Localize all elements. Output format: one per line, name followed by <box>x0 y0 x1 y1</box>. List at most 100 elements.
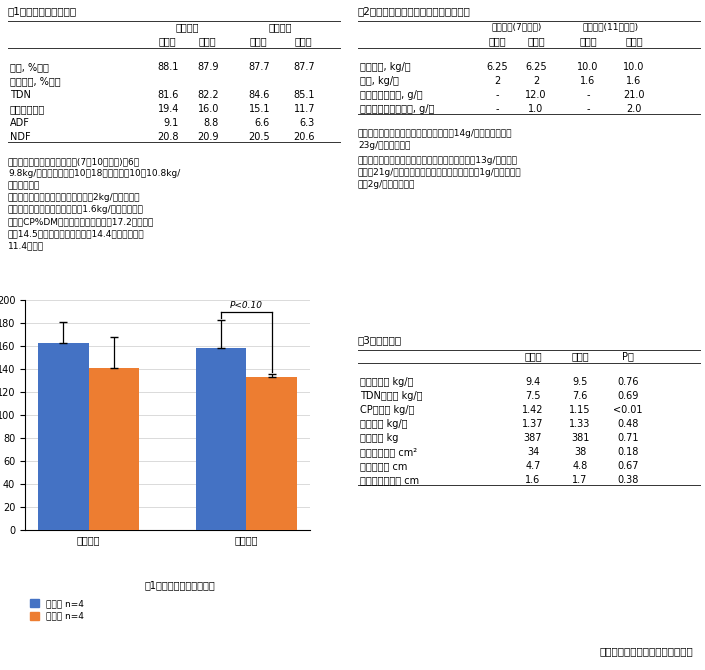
Text: 4.7: 4.7 <box>525 461 541 471</box>
Text: -: - <box>495 90 498 100</box>
Text: 0.76: 0.76 <box>618 377 639 387</box>
Text: -: - <box>587 90 590 100</box>
Text: 84.6: 84.6 <box>249 90 270 100</box>
Text: 34: 34 <box>527 447 539 457</box>
Text: 6.25: 6.25 <box>486 62 508 72</box>
Text: 7.6: 7.6 <box>572 391 588 401</box>
Text: 日を給与する: 日を給与する <box>8 181 40 190</box>
Text: 6.25: 6.25 <box>525 62 547 72</box>
Text: 88.1: 88.1 <box>158 62 179 72</box>
Bar <box>89 368 139 530</box>
Text: 試験区: 試験区 <box>625 36 643 46</box>
Text: バイパスメチオニン, g/日: バイパスメチオニン, g/日 <box>360 104 434 114</box>
Text: 9.1: 9.1 <box>164 118 179 128</box>
Text: 2: 2 <box>494 76 500 86</box>
Text: 6.6: 6.6 <box>255 118 270 128</box>
Text: 0.18: 0.18 <box>618 447 639 457</box>
Text: 0.67: 0.67 <box>618 461 639 471</box>
Text: 81.6: 81.6 <box>158 90 179 100</box>
Text: 85.1: 85.1 <box>293 90 315 100</box>
Text: 表3　肥育成績: 表3 肥育成績 <box>358 335 402 345</box>
Text: 図1　ふん尿窒素排せつ量: 図1 ふん尿窒素排せつ量 <box>145 581 216 590</box>
Text: 表1　配合飼料の成分例: 表1 配合飼料の成分例 <box>8 6 77 16</box>
Text: 期にオーチャードグラス乾草を1.6kg/日を給与する: 期にオーチャードグラス乾草を1.6kg/日を給与する <box>8 205 144 214</box>
Text: 乾物, %原物: 乾物, %原物 <box>10 62 49 72</box>
Text: 全飼料CP%DMは対照区で肥育前期に17.2、肥育後: 全飼料CP%DMは対照区で肥育前期に17.2、肥育後 <box>8 217 154 226</box>
Text: 期に14.5、試験区で肥育前期に14.4、肥育後期に: 期に14.5、試験区で肥育前期に14.4、肥育後期に <box>8 229 145 238</box>
Text: 肥育前期(7ヵ月齢): 肥育前期(7ヵ月齢) <box>491 22 541 31</box>
Text: バイパスリジン, g/日: バイパスリジン, g/日 <box>360 90 422 100</box>
Text: 乾物摂取量 kg/日: 乾物摂取量 kg/日 <box>360 377 413 387</box>
Text: P値: P値 <box>622 351 634 361</box>
Text: 試験区: 試験区 <box>527 36 545 46</box>
Text: TDN: TDN <box>10 90 31 100</box>
Text: 肥育後期: 肥育後期 <box>268 22 292 32</box>
Legend: 対照区 n=4, 試験区 n=4: 対照区 n=4, 試験区 n=4 <box>30 599 84 621</box>
Text: 化学成分, %乾物: 化学成分, %乾物 <box>10 76 61 86</box>
Text: 乾草, kg/日: 乾草, kg/日 <box>360 76 399 86</box>
Bar <box>196 348 247 530</box>
Text: 1.6: 1.6 <box>525 475 541 485</box>
Text: 1.37: 1.37 <box>522 419 544 429</box>
Text: 0.38: 0.38 <box>618 475 639 485</box>
Text: -: - <box>495 104 498 114</box>
Bar <box>38 342 89 530</box>
Text: 配合飼料, kg/日: 配合飼料, kg/日 <box>360 62 410 72</box>
Text: TDN摂取量 kg/日: TDN摂取量 kg/日 <box>360 391 422 401</box>
Text: 対照区: 対照区 <box>158 36 176 46</box>
Text: 1.6: 1.6 <box>626 76 642 86</box>
Text: 12.0: 12.0 <box>525 90 547 100</box>
Text: 10.0: 10.0 <box>623 62 644 72</box>
Text: 7.5: 7.5 <box>525 391 541 401</box>
Text: 20.9: 20.9 <box>197 132 219 142</box>
Text: 1.0: 1.0 <box>528 104 544 114</box>
Text: 対照区: 対照区 <box>488 36 505 46</box>
Text: 表2　バイパスアミノ酸添加量の設計例: 表2 バイパスアミノ酸添加量の設計例 <box>358 6 471 16</box>
Text: 配合飼料の給与量は肥育前期(7〜10ヵ月齢)に6〜: 配合飼料の給与量は肥育前期(7〜10ヵ月齢)に6〜 <box>8 157 140 166</box>
Text: P<0.10: P<0.10 <box>230 301 263 310</box>
Text: 試験区: 試験区 <box>294 36 312 46</box>
Text: 粗飼料は肥育前期にチモシー乾草を2kg/日、肥育後: 粗飼料は肥育前期にチモシー乾草を2kg/日、肥育後 <box>8 193 140 202</box>
Bar <box>247 377 297 530</box>
Text: 9.5: 9.5 <box>572 377 588 387</box>
Text: 387: 387 <box>524 433 542 443</box>
Text: 対照区: 対照区 <box>580 36 597 46</box>
Text: 15.1: 15.1 <box>248 104 270 114</box>
Text: 0.69: 0.69 <box>618 391 639 401</box>
Text: 8.8: 8.8 <box>204 118 219 128</box>
Text: 20.6: 20.6 <box>293 132 315 142</box>
Text: 10.0: 10.0 <box>577 62 599 72</box>
Text: 87.7: 87.7 <box>293 62 315 72</box>
Text: 胸最長筋面積 cm²: 胸最長筋面積 cm² <box>360 447 417 457</box>
Text: 82.2: 82.2 <box>197 90 219 100</box>
Text: 試験区: 試験区 <box>198 36 216 46</box>
Text: 0.71: 0.71 <box>618 433 639 443</box>
Text: 9.4: 9.4 <box>525 377 541 387</box>
Text: ADF: ADF <box>10 118 30 128</box>
Text: 4.8: 4.8 <box>572 461 588 471</box>
Text: CP摂取量 kg/日: CP摂取量 kg/日 <box>360 405 415 415</box>
Text: （神谷充、山田知哉、樋口幹人）: （神谷充、山田知哉、樋口幹人） <box>599 646 693 656</box>
Text: 23g/日を添加する: 23g/日を添加する <box>358 141 410 150</box>
Text: 試験区: 試験区 <box>571 351 589 361</box>
Text: 87.9: 87.9 <box>197 62 219 72</box>
Text: 20.8: 20.8 <box>157 132 179 142</box>
Text: 21.0: 21.0 <box>623 90 645 100</box>
Text: 16.0: 16.0 <box>197 104 219 114</box>
Text: <0.01: <0.01 <box>613 405 643 415</box>
Text: 2.0: 2.0 <box>626 104 642 114</box>
Text: 0.48: 0.48 <box>618 419 639 429</box>
Text: 粗タンパク質: 粗タンパク質 <box>10 104 45 114</box>
Text: 19.4: 19.4 <box>158 104 179 114</box>
Text: 20.5: 20.5 <box>248 132 270 142</box>
Text: -: - <box>587 104 590 114</box>
Text: 87.7: 87.7 <box>248 62 270 72</box>
Text: 1.33: 1.33 <box>570 419 591 429</box>
Text: 2: 2 <box>533 76 539 86</box>
Text: 6.3: 6.3 <box>300 118 315 128</box>
Text: 11.4になる: 11.4になる <box>8 241 44 250</box>
Text: 試験区は配合飼料にバイパスリジンを肥育前期に13g/日、肥育: 試験区は配合飼料にバイパスリジンを肥育前期に13g/日、肥育 <box>358 156 518 165</box>
Text: 枝肉重量 kg: 枝肉重量 kg <box>360 433 398 443</box>
Text: NDF: NDF <box>10 132 30 142</box>
Text: 9.8kg/日、肥育後期（10〜18ヵ月齢）に10〜10.8kg/: 9.8kg/日、肥育後期（10〜18ヵ月齢）に10〜10.8kg/ <box>8 169 180 178</box>
